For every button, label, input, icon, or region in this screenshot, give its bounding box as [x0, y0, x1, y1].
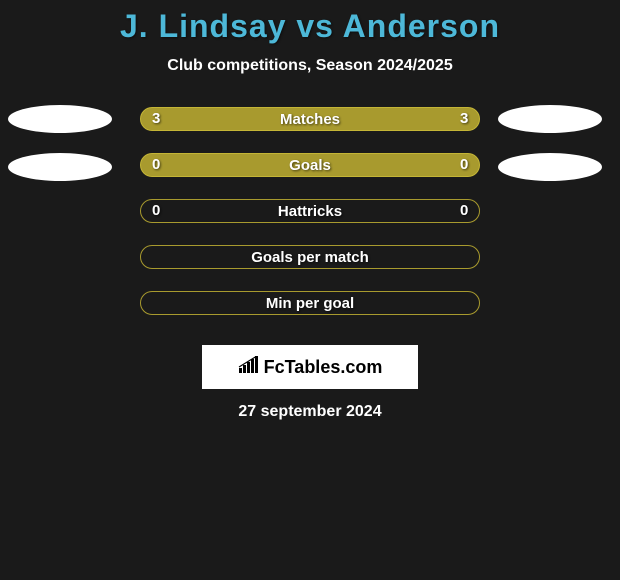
stat-label: Min per goal: [266, 295, 354, 312]
stat-value-left: 0: [152, 156, 160, 173]
logo-label: FcTables.com: [264, 357, 383, 378]
stat-label: Goals: [289, 157, 331, 174]
stat-bar: Min per goal: [140, 291, 480, 315]
stat-value-right: 3: [460, 110, 468, 127]
page-title: J. Lindsay vs Anderson: [0, 8, 620, 45]
chart-bars-icon: [238, 356, 260, 379]
player-ellipse-left: [8, 153, 112, 181]
stat-value-right: 0: [460, 202, 468, 219]
stat-value-left: 0: [152, 202, 160, 219]
player-ellipse-right: [498, 153, 602, 181]
comparison-widget: J. Lindsay vs Anderson Club competitions…: [0, 0, 620, 421]
subtitle: Club competitions, Season 2024/2025: [0, 57, 620, 75]
logo-box[interactable]: FcTables.com: [202, 345, 418, 389]
stat-label: Goals per match: [251, 249, 369, 266]
stat-bar: Goals per match: [140, 245, 480, 269]
stat-value-right: 0: [460, 156, 468, 173]
stat-bar: Goals: [140, 153, 480, 177]
stat-value-left: 3: [152, 110, 160, 127]
stat-row: Min per goal: [0, 291, 620, 337]
date-text: 27 september 2024: [0, 403, 620, 421]
stat-label: Hattricks: [278, 203, 342, 220]
stat-bar: Hattricks: [140, 199, 480, 223]
stat-row: Goals per match: [0, 245, 620, 291]
logo-text: FcTables.com: [238, 356, 383, 379]
stat-label: Matches: [280, 111, 340, 128]
stat-row: Matches 3 3: [0, 107, 620, 153]
stat-row: Goals 0 0: [0, 153, 620, 199]
stat-bar: Matches: [140, 107, 480, 131]
player-ellipse-left: [8, 105, 112, 133]
stat-row: Hattricks 0 0: [0, 199, 620, 245]
stats-area: Matches 3 3 Goals 0 0 Hattricks 0 0 Goals per mat…: [0, 107, 620, 337]
player-ellipse-right: [498, 105, 602, 133]
